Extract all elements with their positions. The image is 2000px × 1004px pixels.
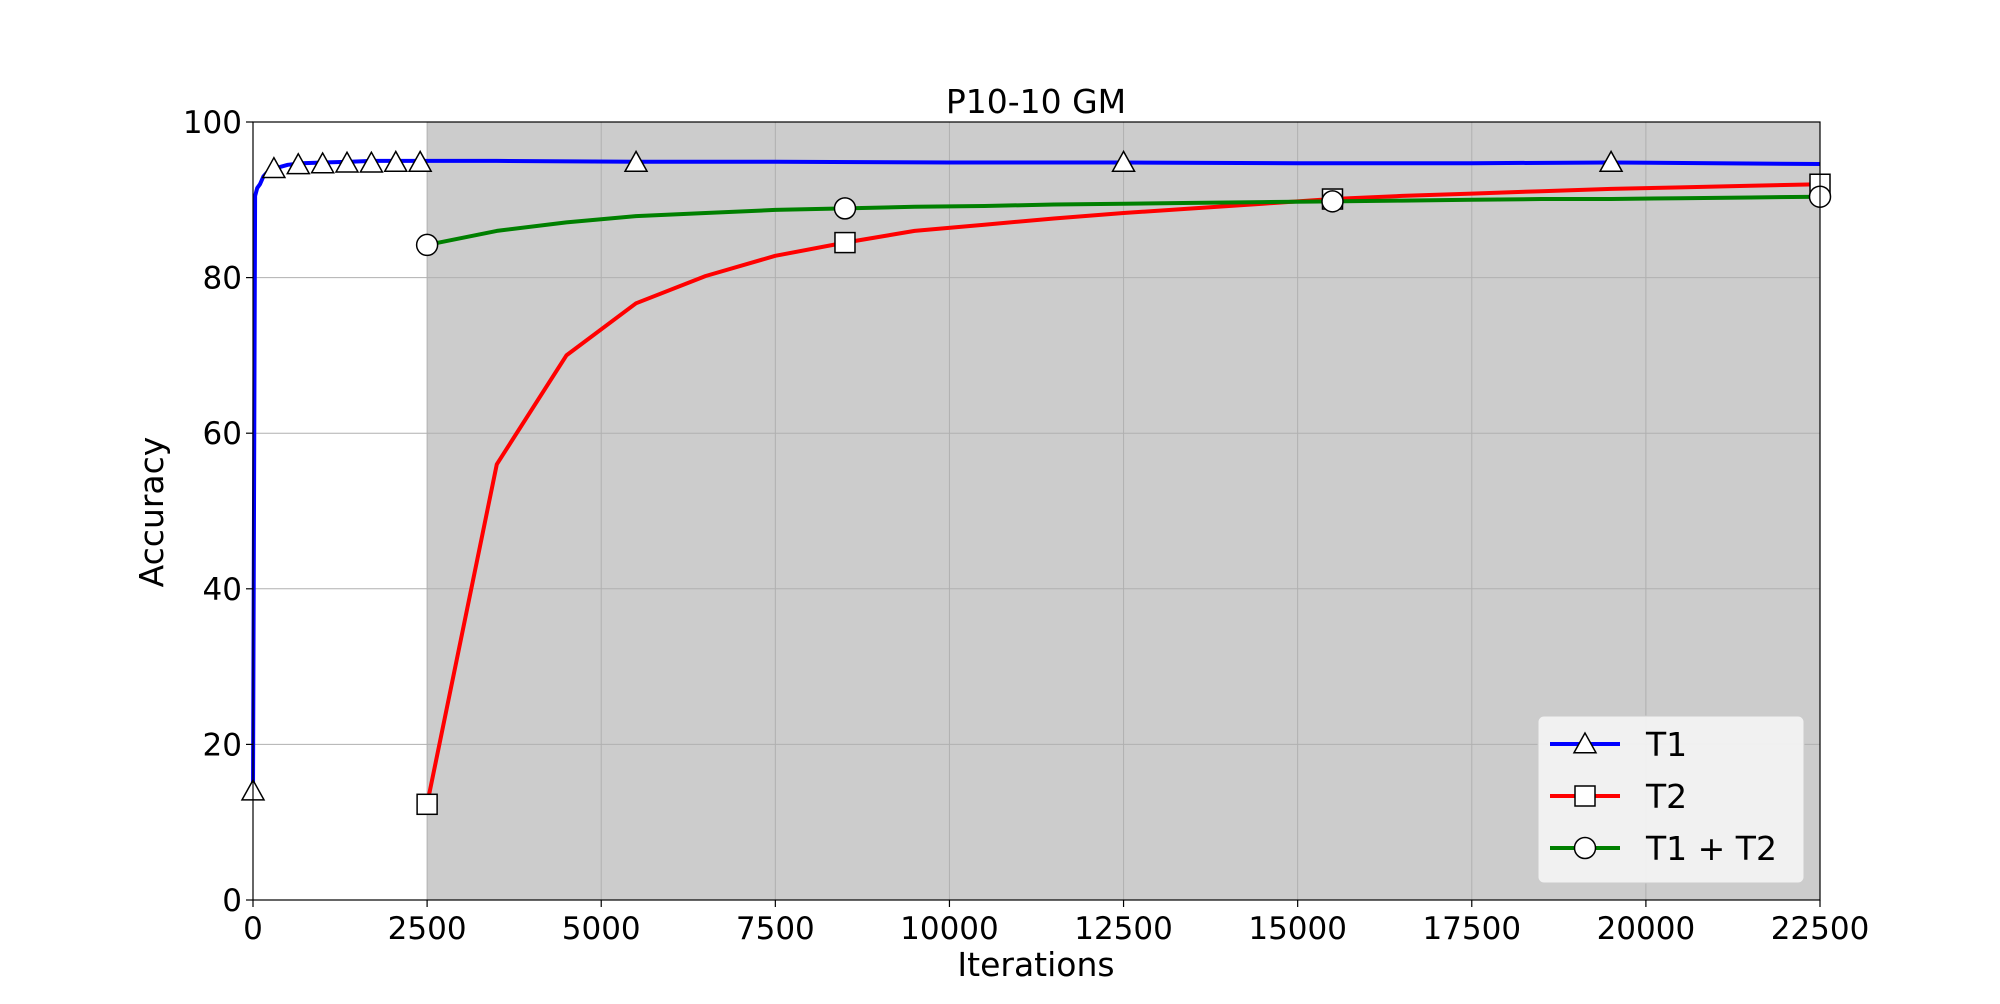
legend-marker-t1-t2 <box>1573 836 1597 860</box>
data-point-t1 <box>285 152 311 175</box>
x-tick-label: 7500 <box>736 911 815 947</box>
x-tick-label: 17500 <box>1422 911 1521 947</box>
x-tick-label: 0 <box>243 911 263 947</box>
legend-label-t1-t2: T1 + T2 <box>1645 829 1777 868</box>
y-tick-label: 80 <box>203 261 242 297</box>
y-tick-label: 60 <box>203 416 242 452</box>
data-point-t1 <box>334 150 360 173</box>
legend: T1 T2 T1 + T2 <box>1537 715 1805 884</box>
data-point-t1 <box>310 151 335 174</box>
legend-box <box>1537 715 1805 884</box>
x-tick-label: 2500 <box>388 911 467 947</box>
data-point-t1 <box>623 149 649 173</box>
x-tick-label: 10000 <box>900 911 999 947</box>
data-point-t1-t2 <box>415 233 439 257</box>
x-axis-label: Iterations <box>957 945 1114 984</box>
chart-title: P10-10 GM <box>946 82 1126 121</box>
x-tick-label: 15000 <box>1248 911 1347 947</box>
data-point-t1 <box>261 156 287 179</box>
axes <box>252 121 1821 901</box>
legend-marker-t1 <box>1572 731 1598 754</box>
x-tick-label: 12500 <box>1074 911 1173 947</box>
y-tick-label: 20 <box>203 727 242 763</box>
data-point-t1-t2 <box>833 197 857 220</box>
y-tick-label: 0 <box>222 883 242 919</box>
legend-label-t2: T2 <box>1645 777 1687 816</box>
x-tick-label: 5000 <box>562 911 641 947</box>
plot-frame <box>252 121 1821 901</box>
data-point-t2 <box>834 231 856 254</box>
y-tick-label: 100 <box>183 105 242 141</box>
x-tick-label: 20000 <box>1597 911 1696 947</box>
data-point-t1 <box>359 150 384 173</box>
x-tick-label: 22500 <box>1771 911 1870 947</box>
series-line-t2 <box>425 182 1821 805</box>
data-point-t1 <box>407 149 433 173</box>
data-point-t1 <box>1111 149 1136 173</box>
legend-marker-t2 <box>1574 785 1596 807</box>
data-point-t2 <box>416 793 438 816</box>
data-point-t1-t2 <box>1321 190 1344 213</box>
legend-label-t1: T1 <box>1645 725 1687 764</box>
y-axis-label: Accuracy <box>132 437 171 588</box>
data-point-t1 <box>1598 149 1624 173</box>
y-tick-label: 40 <box>203 572 242 608</box>
series-line-t1-t2 <box>426 194 1821 247</box>
tick-labels: 0 2500 5000 7500 10000 12500 15000 17500 20000 22… <box>183 105 1869 947</box>
data-point-t1 <box>383 149 409 173</box>
